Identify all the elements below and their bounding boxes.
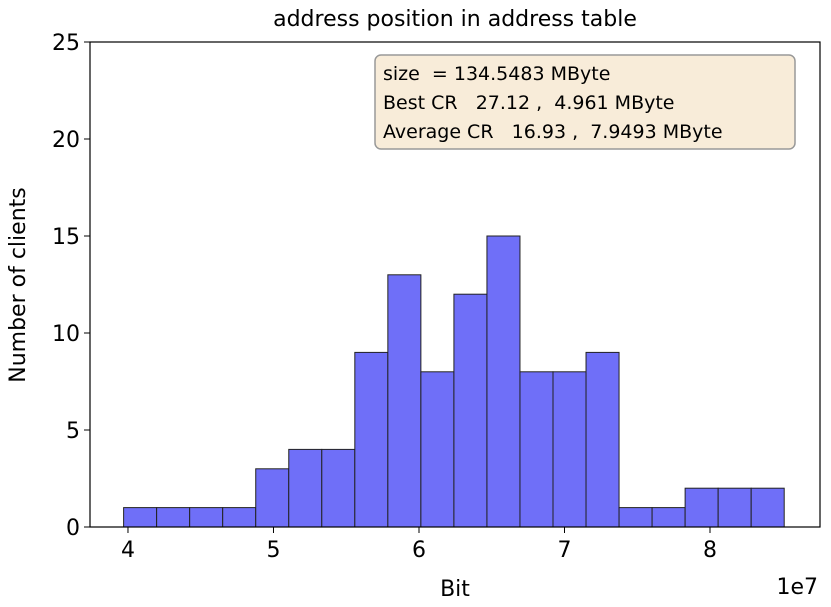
bar bbox=[717, 487, 752, 528]
annotation-text: size = 134.5483 MByte bbox=[383, 63, 610, 85]
annotation-text: Average CR 16.93 , 7.9493 MByte bbox=[383, 121, 723, 143]
bar bbox=[156, 507, 191, 528]
bar bbox=[123, 507, 158, 528]
annotation-text: Best CR 27.12 , 4.961 MByte bbox=[383, 92, 675, 114]
bar bbox=[255, 468, 290, 528]
bar bbox=[585, 351, 620, 528]
y-tick-label: 0 bbox=[66, 516, 80, 541]
chart-title: address position in address table bbox=[273, 7, 637, 32]
bar bbox=[552, 371, 587, 528]
plot-frame bbox=[89, 41, 821, 528]
bar bbox=[519, 371, 554, 528]
x-offset-label: 1e7 bbox=[776, 575, 818, 600]
y-tick-label: 15 bbox=[52, 225, 80, 250]
x-tick-label: 7 bbox=[557, 538, 571, 563]
y-tick-label: 20 bbox=[52, 128, 80, 153]
bar bbox=[618, 507, 653, 528]
bar bbox=[420, 371, 455, 528]
annotation-box bbox=[374, 54, 796, 150]
bar bbox=[387, 274, 422, 528]
bar bbox=[486, 235, 521, 528]
x-tick-label: 8 bbox=[703, 538, 717, 563]
y-tick-label: 5 bbox=[66, 419, 80, 444]
bar bbox=[750, 487, 785, 528]
bar bbox=[453, 293, 488, 528]
x-tick-label: 4 bbox=[121, 538, 135, 563]
y-tick-label: 25 bbox=[52, 31, 80, 56]
bar bbox=[684, 487, 719, 528]
bar bbox=[222, 507, 257, 528]
bar bbox=[189, 507, 224, 528]
x-axis-label: Bit bbox=[440, 577, 470, 602]
y-tick-label: 10 bbox=[52, 322, 80, 347]
bar bbox=[354, 351, 389, 528]
bar bbox=[288, 448, 323, 528]
x-tick-label: 6 bbox=[412, 538, 426, 563]
y-axis-label: Number of clients bbox=[6, 187, 31, 382]
x-tick-label: 5 bbox=[266, 538, 280, 563]
bar bbox=[321, 448, 356, 528]
bar bbox=[651, 507, 686, 528]
